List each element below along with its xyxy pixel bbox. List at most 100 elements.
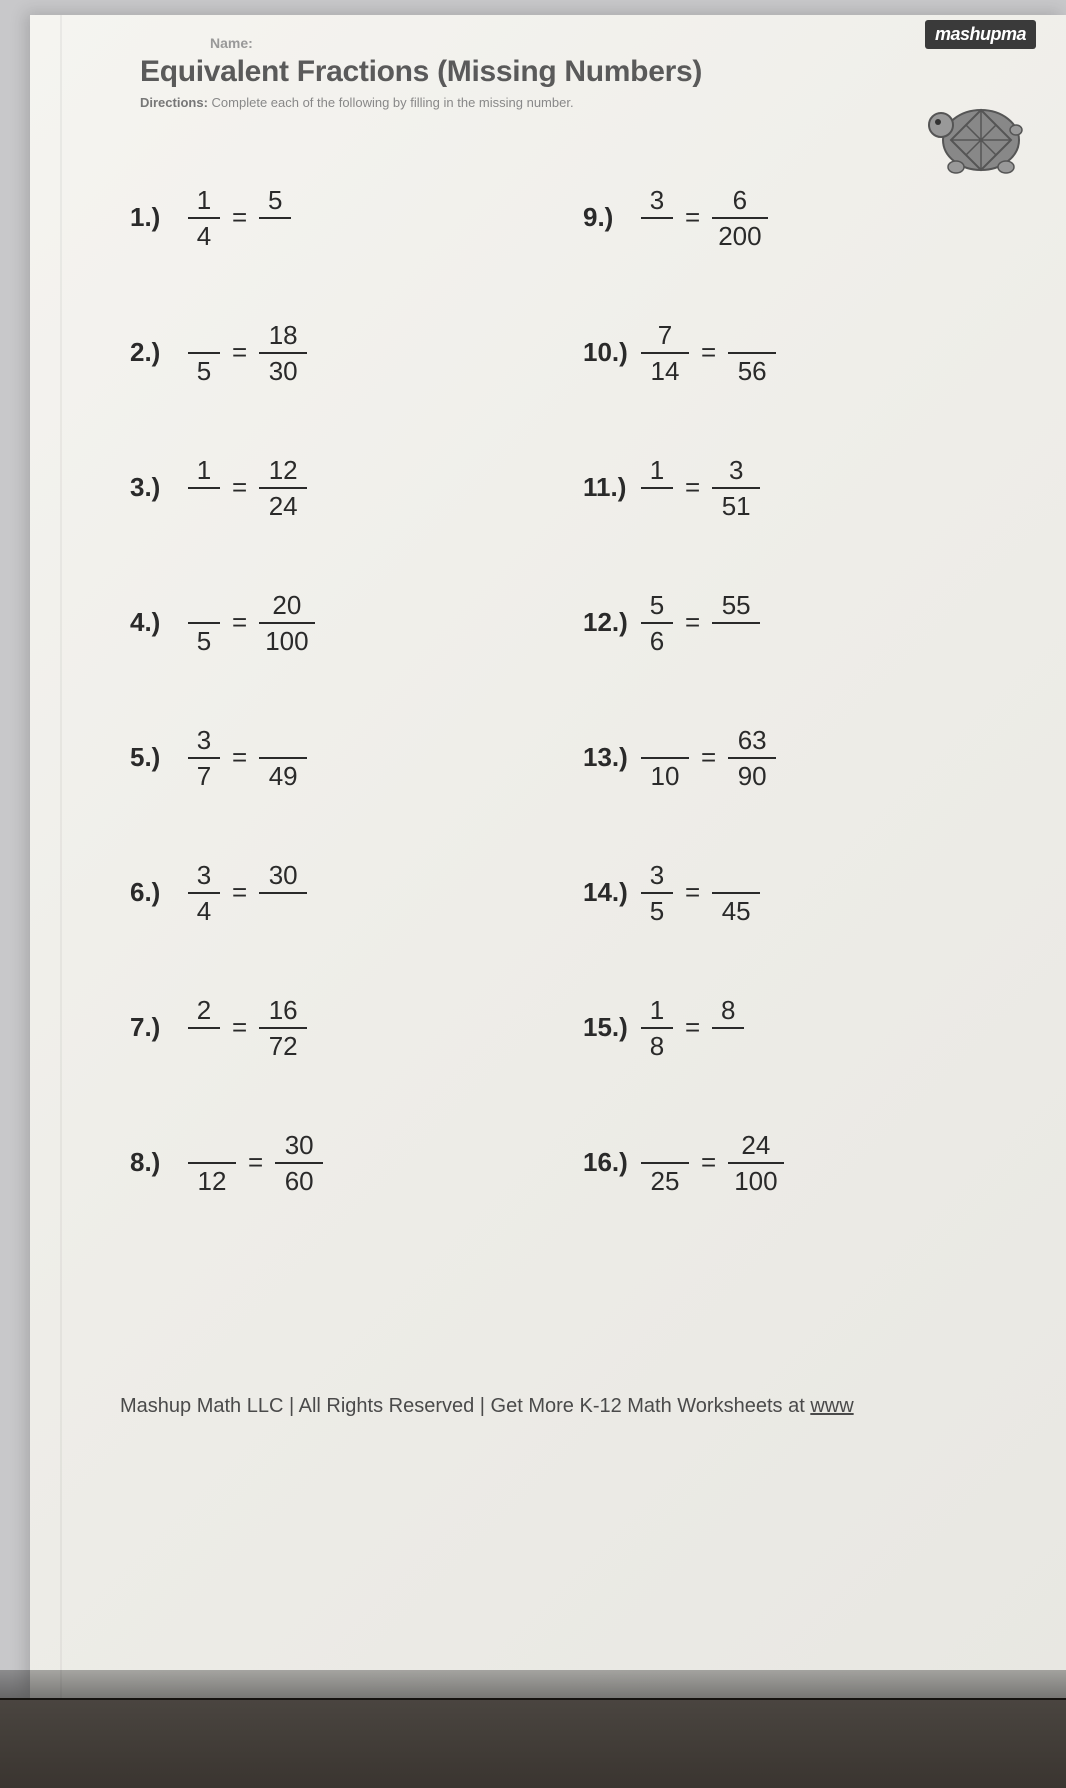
equals-sign: =	[232, 337, 247, 368]
denominator	[647, 221, 667, 251]
denominator: 12	[192, 1166, 233, 1196]
directions: Directions: Complete each of the followi…	[140, 95, 1016, 110]
problem-number: 10.)	[583, 337, 631, 368]
problem: 16.) 25=24100	[583, 1095, 996, 1230]
denominator: 30	[263, 356, 304, 386]
problem: 3.)1 =1224	[130, 420, 543, 555]
equation: 12=3060	[188, 1130, 323, 1196]
brand-tag: mashupma	[925, 20, 1036, 49]
numerator: 1	[191, 455, 217, 485]
fraction-bar	[712, 487, 760, 489]
denominator: 4	[191, 221, 217, 251]
equation: 5=20100	[188, 590, 315, 656]
fraction-bar	[641, 622, 673, 624]
numerator	[202, 1130, 222, 1160]
equation: 3 5 = 45	[641, 860, 760, 926]
fraction-bar	[641, 892, 673, 894]
fraction: 1830	[259, 320, 307, 386]
numerator: 3	[644, 860, 670, 890]
numerator: 18	[263, 320, 304, 350]
fraction-bar	[728, 1162, 783, 1164]
numerator: 1	[191, 185, 217, 215]
denominator: 5	[644, 896, 670, 926]
numerator: 5	[644, 590, 670, 620]
denominator: 4	[191, 896, 217, 926]
denominator: 60	[279, 1166, 320, 1196]
fraction-bar	[641, 1162, 689, 1164]
equals-sign: =	[232, 742, 247, 773]
fraction-bar	[259, 622, 314, 624]
problem-number: 13.)	[583, 742, 631, 773]
fraction: 49	[259, 725, 307, 791]
numerator: 1	[644, 455, 670, 485]
fraction: 20100	[259, 590, 314, 656]
equals-sign: =	[701, 1147, 716, 1178]
numerator	[194, 320, 214, 350]
fraction: 25	[641, 1130, 689, 1196]
equation: 5=1830	[188, 320, 307, 386]
equals-sign: =	[685, 472, 700, 503]
equation: 1 =1224	[188, 455, 307, 521]
equation: 37 = 49	[188, 725, 307, 791]
fraction-bar	[188, 622, 220, 624]
numerator: 20	[266, 590, 307, 620]
numerator	[655, 725, 675, 755]
fraction-bar	[641, 217, 673, 219]
fraction: 12	[188, 1130, 236, 1196]
problem: 10.)714= 56	[583, 285, 996, 420]
numerator: 2	[191, 995, 217, 1025]
equals-sign: =	[701, 742, 716, 773]
equation: 2 =1672	[188, 995, 307, 1061]
fraction: 1	[641, 455, 673, 521]
problem: 14.)35= 45	[583, 825, 996, 960]
numerator: 1	[644, 995, 670, 1025]
equals-sign: =	[685, 877, 700, 908]
fraction: 714	[641, 320, 689, 386]
fraction-bar	[188, 1027, 220, 1029]
problem: 2.) 5=1830	[130, 285, 543, 420]
equals-sign: =	[232, 1012, 247, 1043]
problem-number: 6.)	[130, 877, 178, 908]
numerator	[655, 1130, 675, 1160]
equals-sign: =	[232, 472, 247, 503]
numerator: 24	[735, 1130, 776, 1160]
fraction-bar	[188, 892, 220, 894]
problem-number: 11.)	[583, 472, 631, 503]
problem-number: 4.)	[130, 607, 178, 638]
numerator: 5	[262, 185, 288, 215]
equation: 34=30	[188, 860, 307, 926]
denominator	[194, 1031, 214, 1061]
fraction-bar	[259, 1027, 307, 1029]
fraction: 3	[641, 185, 673, 251]
footer-link[interactable]: www	[810, 1395, 853, 1417]
problem: 12.)56=55	[583, 555, 996, 690]
equation: 1 =351	[641, 455, 760, 521]
fraction-bar	[188, 217, 220, 219]
denominator: 14	[645, 356, 686, 386]
fraction: 37	[188, 725, 220, 791]
name-label: Name:	[210, 35, 253, 51]
problem: 15.)18=8	[583, 960, 996, 1095]
equals-sign: =	[685, 1012, 700, 1043]
right-column: 9.)3 =620010.)714= 5611.)1 =35112.)56=55…	[583, 150, 996, 1230]
denominator	[647, 491, 667, 521]
numerator: 16	[263, 995, 304, 1025]
fraction-bar	[641, 1027, 673, 1029]
fraction: 5	[188, 590, 220, 656]
fraction-bar	[728, 352, 776, 354]
denominator: 45	[716, 896, 757, 926]
directions-label: Directions:	[140, 95, 208, 110]
fraction-bar	[641, 757, 689, 759]
fraction-bar	[188, 352, 220, 354]
denominator: 24	[263, 491, 304, 521]
denominator	[726, 626, 746, 656]
fraction: 6200	[712, 185, 767, 251]
problem-number: 9.)	[583, 202, 631, 233]
numerator: 30	[279, 1130, 320, 1160]
problem-number: 16.)	[583, 1147, 631, 1178]
header: Name: mashupma Equivalent Fractions (Mis…	[140, 55, 1016, 110]
desk-surface	[0, 1698, 1066, 1788]
problem: 7.)2 =1672	[130, 960, 543, 1095]
numerator	[273, 725, 293, 755]
fraction: 5	[188, 320, 220, 386]
